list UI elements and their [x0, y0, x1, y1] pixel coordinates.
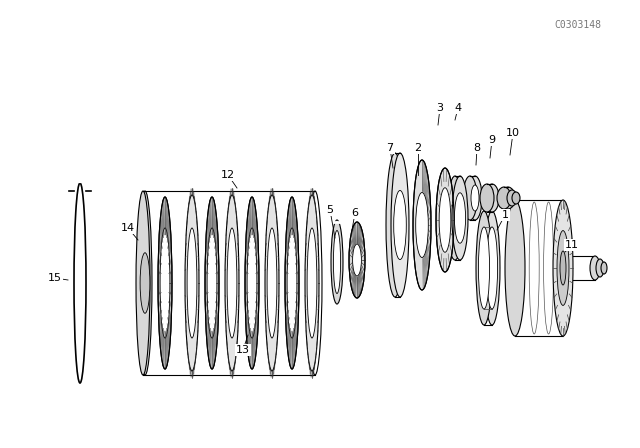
Text: 2: 2	[415, 143, 422, 153]
Text: 15: 15	[48, 273, 62, 283]
Ellipse shape	[439, 188, 451, 252]
Text: 3: 3	[436, 103, 444, 113]
Ellipse shape	[227, 228, 237, 338]
Ellipse shape	[247, 228, 257, 338]
Ellipse shape	[480, 184, 494, 212]
Ellipse shape	[471, 185, 479, 211]
Ellipse shape	[468, 176, 482, 220]
Ellipse shape	[596, 259, 604, 277]
Ellipse shape	[349, 222, 365, 298]
Text: 14: 14	[121, 223, 135, 233]
Text: 7: 7	[387, 143, 394, 153]
Ellipse shape	[207, 228, 217, 338]
Ellipse shape	[386, 153, 404, 297]
Text: 12: 12	[221, 170, 235, 180]
Text: 13: 13	[236, 345, 250, 355]
Text: 8: 8	[474, 143, 481, 153]
Ellipse shape	[601, 262, 607, 274]
Ellipse shape	[512, 192, 520, 204]
Ellipse shape	[158, 197, 172, 369]
Text: 6: 6	[351, 208, 358, 218]
Text: C0303148: C0303148	[554, 20, 602, 30]
Ellipse shape	[484, 211, 500, 325]
Ellipse shape	[267, 228, 277, 338]
Ellipse shape	[136, 191, 150, 375]
Ellipse shape	[560, 251, 566, 285]
Ellipse shape	[394, 190, 406, 259]
Ellipse shape	[590, 256, 600, 280]
Text: 10: 10	[506, 128, 520, 138]
Ellipse shape	[138, 191, 152, 375]
Ellipse shape	[353, 244, 362, 276]
Ellipse shape	[305, 195, 319, 371]
Ellipse shape	[391, 153, 409, 297]
Ellipse shape	[436, 168, 454, 272]
Ellipse shape	[185, 195, 199, 371]
Ellipse shape	[245, 197, 259, 369]
Text: 4: 4	[454, 103, 461, 113]
Text: 5: 5	[326, 205, 333, 215]
Ellipse shape	[307, 228, 317, 338]
Ellipse shape	[507, 190, 517, 206]
Ellipse shape	[497, 187, 511, 209]
Ellipse shape	[413, 160, 431, 290]
Ellipse shape	[553, 200, 573, 336]
Ellipse shape	[485, 184, 499, 212]
Ellipse shape	[225, 195, 239, 371]
Ellipse shape	[501, 187, 515, 209]
Text: 1: 1	[502, 210, 509, 220]
Ellipse shape	[557, 231, 569, 306]
Ellipse shape	[160, 228, 170, 338]
Ellipse shape	[187, 228, 197, 338]
Ellipse shape	[463, 176, 477, 220]
Text: 9: 9	[488, 135, 495, 145]
Ellipse shape	[505, 200, 525, 336]
Text: 11: 11	[565, 240, 579, 250]
Ellipse shape	[454, 193, 466, 243]
Ellipse shape	[447, 176, 463, 260]
Ellipse shape	[479, 227, 490, 309]
Ellipse shape	[333, 231, 340, 293]
Ellipse shape	[486, 227, 498, 309]
Ellipse shape	[287, 228, 297, 338]
Ellipse shape	[452, 176, 468, 260]
Ellipse shape	[331, 220, 343, 304]
Ellipse shape	[265, 195, 279, 371]
Ellipse shape	[416, 193, 428, 258]
Ellipse shape	[205, 197, 219, 369]
Ellipse shape	[285, 197, 299, 369]
Ellipse shape	[476, 211, 492, 325]
Ellipse shape	[140, 253, 150, 313]
